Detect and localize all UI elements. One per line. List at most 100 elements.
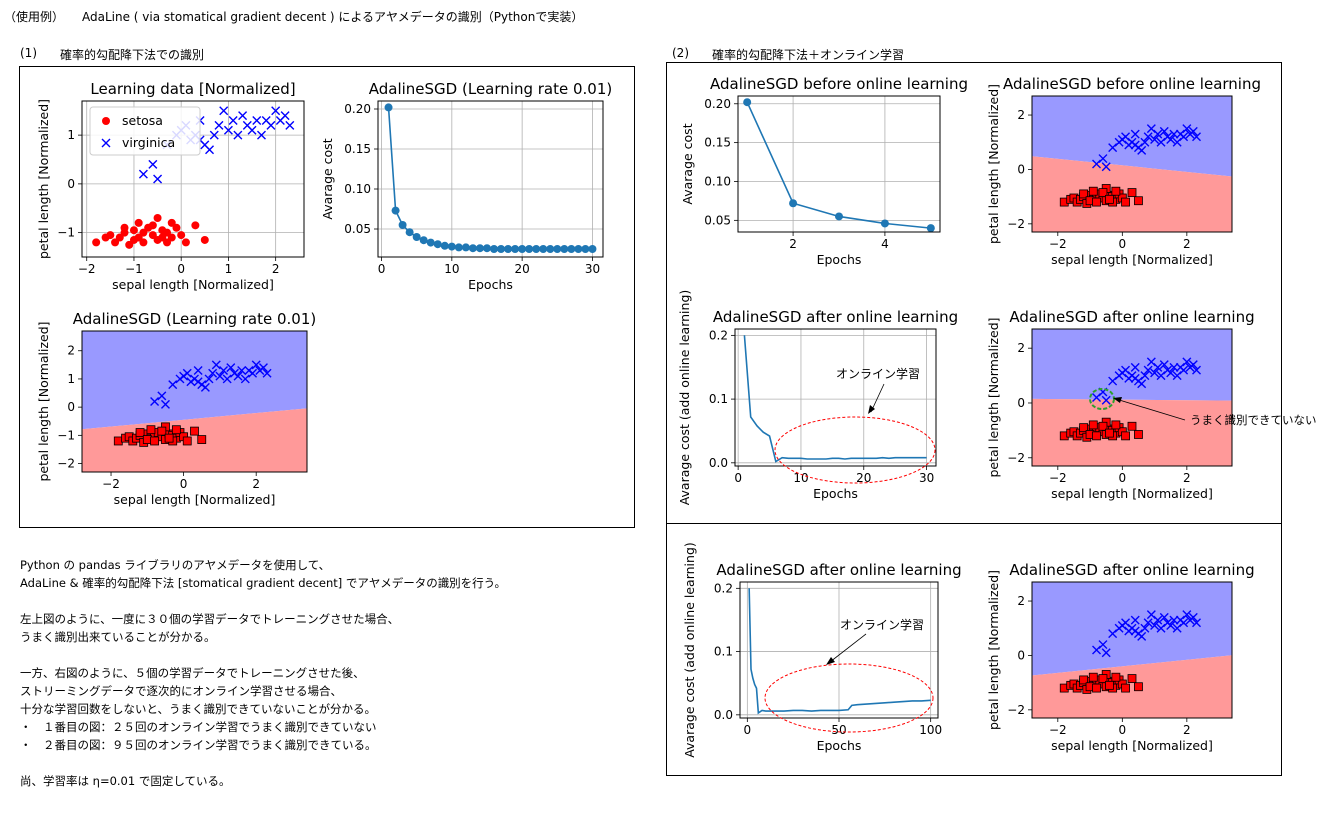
x-axis-label: Epochs [813,486,858,501]
y-tick-label: 0.1 [709,392,728,406]
virginica-point [1182,357,1192,367]
axes-frame [1031,328,1233,467]
x-tick-label: 2 [1183,237,1191,251]
data-point [426,238,435,247]
setosa-point [120,223,129,232]
virginica-point [1153,615,1163,625]
y-tick-label: 0.05 [344,222,371,236]
y-tick-label: 0.2 [714,581,733,595]
data-point [926,224,935,233]
description-line: うまく識別出来ていることが分かる。 [20,630,216,644]
virginica-point [1140,623,1150,633]
setosa-point [1111,672,1121,682]
setosa-point [1134,196,1143,206]
x-tick-label: −2 [102,477,120,491]
y-tick-label: 0.1 [714,645,733,659]
section2-title: 確率的勾配降下法＋オンライン学習 [712,48,905,62]
data-point [789,199,798,208]
setosa-point [148,221,157,230]
annotation-arrow [870,383,885,413]
setosa-point [92,238,101,247]
virginica-point [200,382,210,392]
virginica-point [1166,135,1176,145]
annotation-arrowhead [868,405,875,414]
setosa-point [142,435,152,444]
description-line: 一方、右図のように、５個の学習データでトレーニングさせた後、 [20,666,365,680]
y-tick-label: 2 [67,344,75,358]
virginica-point [1092,645,1102,655]
virginica-point [1179,618,1189,628]
x-tick-label: 1 [225,262,233,276]
chart-c8: 0 50 100 0.0 0.1 0.2 AdalineSGD after online l… [682,542,962,758]
virginica-point [1182,124,1192,134]
setosa-point [181,238,190,247]
y-tick-label: 0.0 [714,708,733,722]
x-tick-label: 20 [515,262,530,276]
x-tick-label: 4 [881,237,889,251]
x-tick-label: −2 [1049,723,1067,737]
data-point [433,240,442,249]
virginica-point [1179,365,1189,375]
y-tick-label: −2 [57,457,75,471]
x-axis-label: sepal length [Normalized] [1051,252,1213,267]
data-point [497,245,506,253]
y-tick-label: 2 [1017,108,1025,122]
virginica-point [1153,129,1163,139]
x-tick-label: 30 [919,471,934,485]
virginica-point [1130,626,1140,636]
axes-frame [734,328,937,467]
chart-c9: −2 0 2 −2 0 2 AdalineSGD after online learning… [986,561,1255,753]
virginica-point [1169,615,1179,625]
setosa-point [1079,675,1089,685]
virginica-point [1130,362,1140,372]
virginica-point [1108,143,1118,153]
virginica-point [1140,371,1150,381]
setosa-point [1079,189,1089,199]
y-axis-label: Avarage cost [680,123,695,204]
setosa-point [1088,186,1098,196]
y-axis-label: Avarage cost [320,138,335,219]
setosa-point [197,435,207,444]
annotation-online-label: オンライン学習 [840,617,924,632]
setosa-point [1127,674,1137,683]
virginica-point [1143,365,1153,375]
x-axis-label: sepal length [Normalized] [112,277,274,292]
data-point [454,243,463,252]
virginica-point [238,111,248,121]
chart-c2: 0 10 20 30 0.05 0.10 0.15 0.20 AdalineSGD (Learn… [320,80,612,292]
setosa-point [1098,674,1108,683]
region-setosa [1032,655,1232,718]
usage-label: （使用例） [4,10,65,24]
x-tick-label: 10 [793,471,808,485]
virginica-point [223,125,233,135]
data-point [532,245,541,253]
x-tick-label: 2 [272,262,280,276]
y-axis-label: petal length [Normalized] [986,84,1001,244]
virginica-point [1159,126,1169,136]
data-point [525,245,534,253]
region-setosa [82,408,307,472]
misclassified-circle [1089,388,1115,410]
virginica-point [215,371,225,381]
region-virginica [1032,96,1232,177]
virginica-point [251,360,261,370]
setosa-point [1111,420,1121,430]
legend-setosa-label: setosa [122,113,163,128]
data-point [461,243,470,252]
chart-c3: −2 0 2 −2 −1 0 1 2 AdalineSGD (Learning rate 0.0… [36,310,316,507]
chart-title: AdalineSGD after online learning [713,308,958,326]
description-line: ・ １番目の図：２５回のオンライン学習でうまく識別できていない [20,720,377,734]
chart-title: Learning data [Normalized] [90,80,295,98]
x-tick-label: 100 [919,723,942,737]
x-tick-label: 10 [444,262,459,276]
setosa-point [113,436,123,446]
setosa-point [157,426,167,436]
y-tick-label: 0.20 [704,97,731,111]
axes-frame [1031,95,1233,233]
virginica-point [258,363,268,373]
virginica-point [262,368,272,378]
axes-frame [737,95,941,233]
x-tick-label: 2 [252,477,260,491]
virginica-point [1156,623,1166,633]
